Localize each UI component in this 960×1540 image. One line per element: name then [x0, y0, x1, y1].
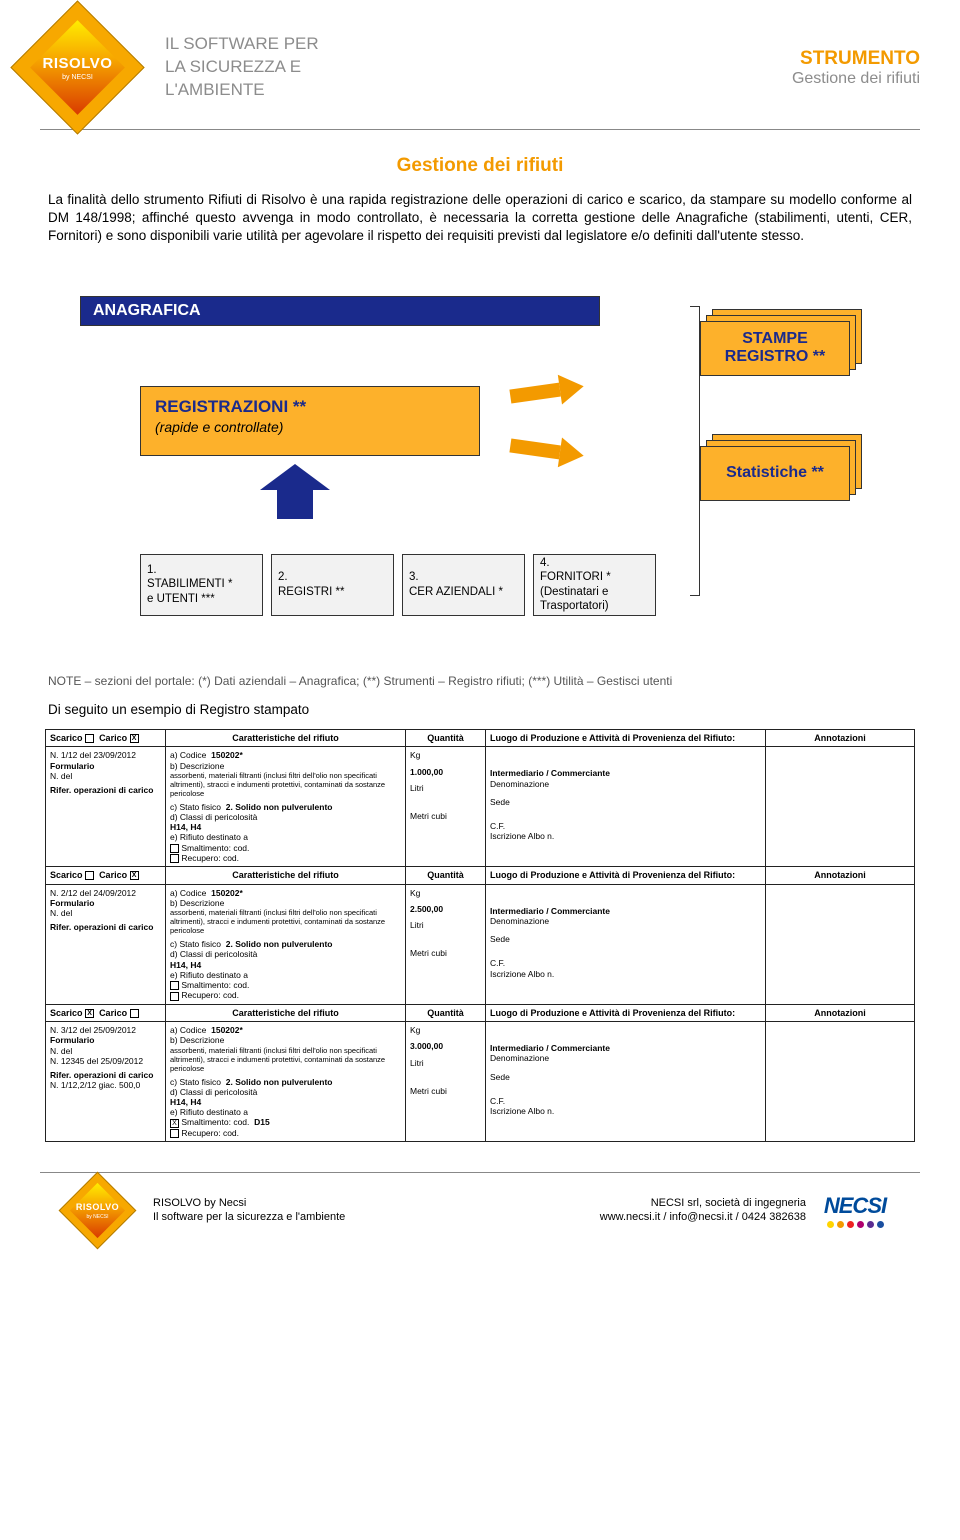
arrow-right-icon [508, 370, 591, 411]
page-footer: RISOLVO by NECSI RISOLVO by Necsi Il sof… [40, 1172, 920, 1258]
doc-title: Gestione dei rifiuti [48, 155, 912, 177]
box-statistiche: Statistiche ** [700, 446, 850, 506]
sub-cer: 3. CER AZIENDALI * [402, 554, 525, 616]
box-anagrafica: ANAGRAFICA [80, 296, 600, 326]
box-registrazioni: REGISTRAZIONI ** (rapide e controllate) [140, 386, 480, 456]
connector-line [690, 306, 700, 596]
sub-registri: 2. REGISTRI ** [271, 554, 394, 616]
box-stampe-registro: STAMPE REGISTRO ** [700, 321, 850, 381]
diagram-note: NOTE – sezioni del portale: (*) Dati azi… [0, 674, 960, 688]
anagrafica-subrow: 1. STABILIMENTI * e UTENTI *** 2. REGIST… [140, 554, 656, 616]
footer-right-text: NECSI srl, società di ingegneria www.nec… [600, 1196, 806, 1225]
sub-fornitori: 4. FORNITORI * (Destinatari e Trasportat… [533, 554, 656, 616]
page-header: RISOLVO by NECSI IL SOFTWARE PER LA SICU… [0, 0, 960, 125]
logo-title: RISOLVO [43, 55, 113, 72]
registro-table: Scarico Carico XCaratteristiche del rifi… [45, 729, 915, 1142]
tool-subtitle: Gestione dei rifiuti [792, 70, 920, 88]
header-subtitle: IL SOFTWARE PER LA SICUREZZA E L'AMBIENT… [165, 33, 319, 102]
flow-diagram: REGISTRAZIONI ** (rapide e controllate) … [80, 296, 880, 646]
risolvo-logo: RISOLVO by NECSI [10, 0, 144, 134]
tool-name: STRUMENTO [792, 48, 920, 70]
sub-stabilimenti: 1. STABILIMENTI * e UTENTI *** [140, 554, 263, 616]
arrow-right-icon [508, 430, 591, 471]
section-lead: Di seguito un esempio di Registro stampa… [0, 688, 960, 725]
header-right: STRUMENTO Gestione dei rifiuti [792, 48, 920, 88]
necsi-logo: NECSI [820, 1186, 890, 1234]
footer-left-text: RISOLVO by Necsi Il software per la sicu… [153, 1196, 345, 1225]
logo-sub: by NECSI [62, 74, 93, 81]
arrow-up-icon [260, 464, 330, 519]
doc-paragraph: La finalità dello strumento Rifiuti di R… [48, 191, 912, 246]
document-body: Gestione dei rifiuti La finalità dello s… [0, 130, 960, 266]
risolvo-logo-small: RISOLVO by NECSI [59, 1172, 137, 1250]
